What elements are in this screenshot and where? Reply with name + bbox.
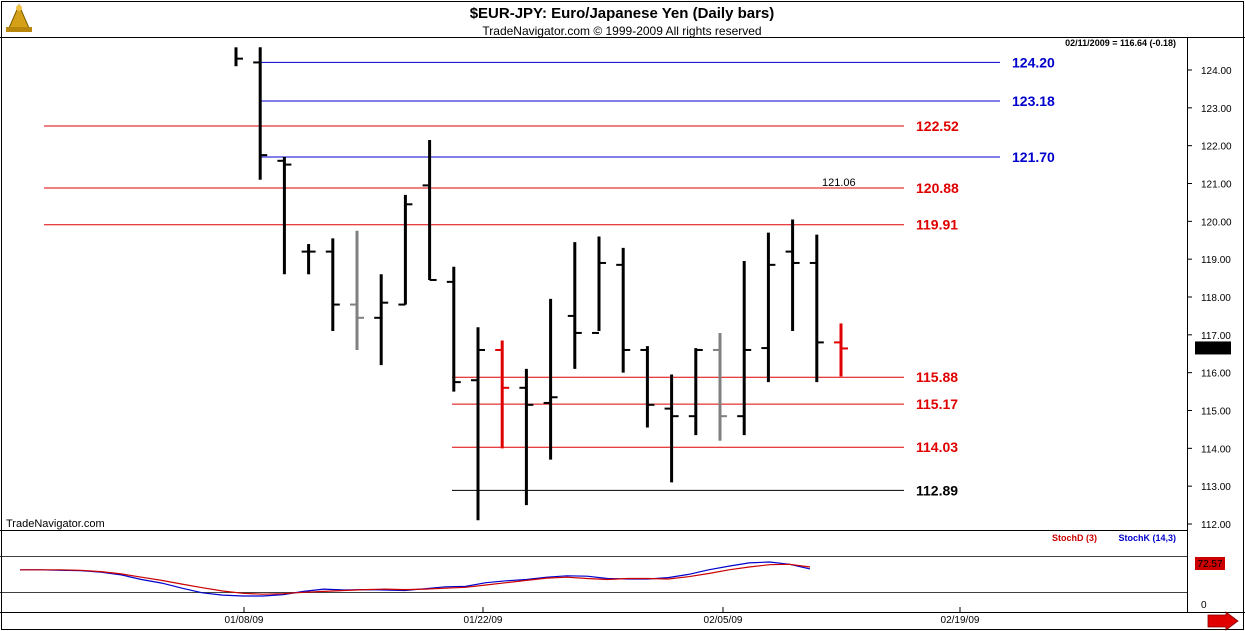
ohlc-bar (640, 346, 655, 428)
ohlc-bar (713, 332, 727, 441)
y-tick-label: 115.00 (1201, 407, 1231, 418)
ohlc-bar (785, 219, 800, 332)
y-tick-label: 113.00 (1201, 482, 1231, 493)
x-tick-label: 02/05/09 (704, 615, 743, 626)
price-axis: 112.00 113.00 114.00 115.00 116.00 117.00 118.… (1187, 66, 1232, 531)
ohlc-bar (301, 244, 316, 275)
ohlc-bar (567, 242, 582, 369)
y-tick-label: 122.00 (1201, 142, 1232, 153)
level-label: 112.89 (916, 482, 958, 498)
ohlc-bar (234, 47, 243, 67)
stoch-zero-label: 0 (1201, 600, 1207, 611)
chart-subtitle: TradeNavigator.com © 1999-2009 All right… (482, 24, 761, 38)
ohlc-bar (253, 47, 268, 180)
ohlc-bar (446, 266, 461, 392)
ohlc-bar (809, 234, 824, 383)
date-axis: 01/08/09 01/22/09 02/05/09 02/19/09 (225, 607, 980, 626)
current-price-label: 116.64 (1198, 343, 1228, 354)
chart-title: $EUR-JPY: Euro/Japanese Yen (Daily bars) (470, 5, 775, 22)
info-line: 02/11/2009 = 116.64 (-0.18) (1065, 38, 1176, 48)
ohlc-bar (325, 238, 340, 332)
y-tick-label: 118.00 (1201, 293, 1231, 304)
y-tick-label: 114.00 (1201, 444, 1231, 455)
ohlc-bar (374, 274, 389, 366)
y-tick-label: 117.00 (1201, 331, 1231, 342)
ohlc-bar (519, 368, 534, 506)
ohlc-bar (737, 261, 752, 436)
ohlc-bar (688, 348, 703, 436)
ohlc-bar (422, 139, 437, 281)
annotation-label: 121.06 (822, 177, 856, 189)
ohlc-bar (664, 374, 679, 483)
ohlc-bar (543, 298, 558, 460)
level-label: 120.88 (916, 180, 959, 196)
x-tick-label: 01/22/09 (464, 615, 503, 626)
y-tick-label: 116.00 (1201, 369, 1231, 380)
level-label: 119.91 (916, 217, 958, 233)
level-label: 115.17 (916, 396, 958, 412)
watermark-text: TradeNavigator.com (6, 518, 105, 530)
stoch-k-legend: StochK (14,3) (1118, 533, 1176, 543)
ohlc-bar (471, 327, 485, 521)
y-tick-label: 121.00 (1201, 180, 1232, 191)
y-tick-label: 120.00 (1201, 217, 1232, 228)
ohlc-bar (277, 157, 292, 275)
ohlc-bar (761, 232, 776, 383)
level-label: 122.52 (916, 118, 959, 134)
stoch-d-line (20, 563, 811, 595)
level-label: 121.70 (1012, 149, 1055, 165)
price-bars (234, 47, 848, 521)
x-tick-label: 01/08/09 (225, 615, 264, 626)
levels-group: 124.20 123.18 122.52 121.70 120.88 119.91 115.… (44, 54, 1055, 498)
y-tick-label: 112.00 (1201, 520, 1231, 531)
y-tick-label: 123.00 (1201, 104, 1232, 115)
stoch-value-label: 72.57 (1197, 559, 1222, 570)
scroll-right-arrow-icon[interactable] (1207, 611, 1239, 631)
ohlc-bar (350, 230, 364, 350)
stoch-d-legend: StochD (3) (1052, 533, 1097, 543)
ohlc-bar (398, 194, 413, 306)
level-label: 123.18 (1012, 93, 1055, 109)
x-tick-label: 02/19/09 (941, 615, 980, 626)
level-label: 124.20 (1012, 54, 1055, 70)
ohlc-bar (834, 323, 848, 377)
current-price-tag (1195, 341, 1231, 355)
level-label: 114.03 (916, 439, 958, 455)
tradenavigator-logo-icon[interactable] (2, 2, 36, 36)
ohlc-bar (616, 247, 631, 373)
annotations-group: 121.06 (822, 177, 856, 189)
ohlc-bar (495, 340, 510, 449)
ohlc-bar (592, 236, 606, 334)
y-tick-label: 119.00 (1201, 255, 1231, 266)
level-label: 115.88 (916, 369, 958, 385)
stoch-value-tag (1195, 557, 1225, 570)
y-tick-label: 124.00 (1201, 66, 1232, 77)
